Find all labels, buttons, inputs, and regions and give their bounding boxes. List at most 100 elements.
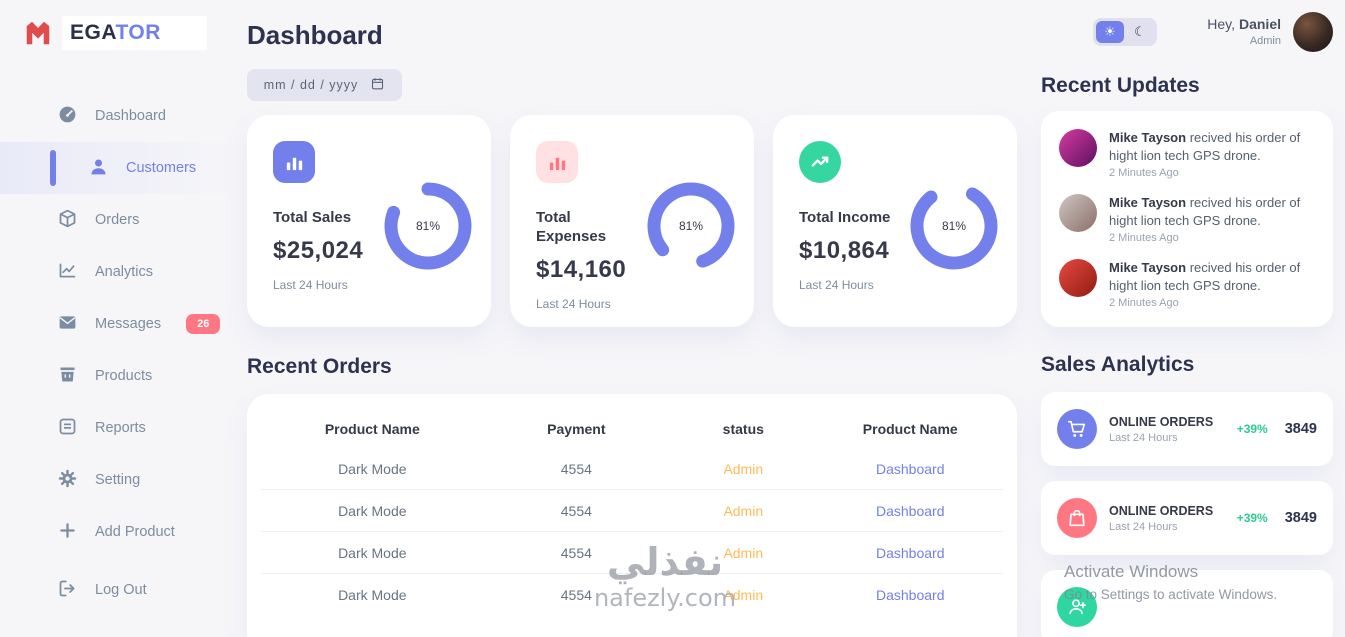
column-product-name: Product Name (324, 421, 420, 437)
recent-updates-title: Recent Updates (1041, 74, 1200, 97)
sales-value: 3849 (1284, 510, 1317, 527)
progress-percent: 81% (678, 219, 704, 233)
cell-dashboard-link[interactable]: Dashboard (817, 448, 1003, 490)
sidebar-item-label: Dashboard (95, 108, 166, 124)
sidebar-item-label: Customers (126, 160, 197, 176)
progress-ring: 81% (905, 177, 1003, 275)
user-name: Daniel (1238, 16, 1281, 33)
date-input[interactable]: mm / dd / yyyy (247, 69, 402, 101)
theme-toggle[interactable]: ☀ ☾ (1093, 18, 1157, 46)
logout-icon (57, 578, 78, 603)
analytics-icon (57, 260, 78, 285)
update-message: recived his order of hight lion tech GPS… (1109, 195, 1301, 228)
top-bar: ☀ ☾ Hey, Daniel Admin (1041, 12, 1333, 52)
logo-text-first: EGA (70, 21, 116, 44)
insight-value: $14,160 (536, 255, 627, 283)
sidebar-item-setting[interactable]: Setting (0, 454, 247, 506)
cell-payment: 4554 (483, 531, 670, 574)
insight-title: Total Income (799, 209, 891, 226)
update-time: 2 Minutes Ago (1109, 297, 1179, 310)
insight-value: $25,024 (273, 236, 364, 264)
cell-dashboard-link[interactable]: Dashboard (817, 489, 1003, 532)
recent-orders-card: Product Name Payment status Product Name… (247, 394, 1017, 637)
light-mode-icon[interactable]: ☀ (1096, 21, 1124, 43)
insight-period: Last 24 Hours (799, 277, 874, 292)
sales-analytics-item: ONLINE ORDERS Last 24 Hours +39% 3849 (1041, 481, 1333, 556)
update-user-name: Mike Tayson (1109, 195, 1187, 211)
sidebar-item-label: Products (95, 368, 153, 384)
customers-add-icon (1057, 587, 1097, 628)
profile[interactable]: Hey, Daniel Admin (1207, 12, 1333, 52)
table-row: Dark Mode 4554 Admin Dashboard (261, 574, 1003, 616)
user-avatar[interactable] (1293, 12, 1333, 52)
insight-title: Total Sales (273, 209, 352, 226)
user-role: Admin (1249, 35, 1281, 48)
cell-product: Dark Mode (261, 448, 484, 490)
recent-orders-table: Product Name Payment status Product Name… (261, 410, 1003, 615)
update-time: 2 Minutes Ago (1109, 232, 1179, 245)
sidebar-item-label: Orders (95, 212, 140, 228)
progress-percent: 81% (415, 219, 441, 233)
recent-orders-title: Recent Orders (247, 355, 392, 378)
sidebar-item-orders[interactable]: Orders (0, 194, 247, 246)
table-row: Dark Mode 4554 Admin Dashboard (261, 489, 1003, 532)
sales-text: ONLINE ORDERS Last 24 Hours (1109, 415, 1213, 444)
insight-period: Last 24 Hours (273, 277, 348, 292)
bar-chart-icon (273, 141, 315, 183)
sales-text: ONLINE ORDERS Last 24 Hours (1109, 504, 1213, 533)
logo[interactable]: EGATOR (22, 16, 247, 50)
sales-analytics-title: Sales Analytics (1041, 353, 1195, 377)
logo-text: EGATOR (62, 16, 207, 50)
trend-line-icon (799, 141, 841, 183)
messages-icon (57, 312, 78, 337)
orders-icon (57, 208, 78, 233)
update-text: Mike Tayson recived his order of hight l… (1109, 129, 1315, 164)
right-panel: ☀ ☾ Hey, Daniel Admin Recent Updates Mike… (1041, 0, 1333, 637)
insight-card-total-income: Total Income $10,864 Last 24 Hours 81% (773, 115, 1017, 327)
sidebar-item-analytics[interactable]: Analytics (0, 246, 247, 298)
sidebar-item-reports[interactable]: Reports (0, 402, 247, 454)
insight-period: Last 24 Hours (536, 296, 611, 311)
update-item: Mike Tayson recived his order of hight l… (1059, 129, 1315, 179)
sidebar-item-add-product[interactable]: Add Product (0, 506, 247, 558)
sales-period: Last 24 Hours (1109, 431, 1178, 444)
update-item: Mike Tayson recived his order of hight l… (1059, 194, 1315, 244)
cell-product: Dark Mode (261, 531, 484, 574)
update-text: Mike Tayson recived his order of hight l… (1109, 194, 1315, 229)
sidebar-item-dashboard[interactable]: Dashboard (0, 90, 247, 142)
cell-status: Admin (669, 489, 818, 532)
cell-status: Admin (669, 531, 818, 574)
sales-metrics: +39% 3849 (1237, 510, 1317, 526)
sidebar-item-messages[interactable]: Messages 26 (0, 298, 247, 350)
update-user-name: Mike Tayson (1109, 130, 1187, 145)
update-avatar (1059, 194, 1097, 233)
reports-icon (57, 416, 78, 441)
dark-mode-icon[interactable]: ☾ (1134, 24, 1146, 40)
update-avatar (1059, 129, 1097, 167)
update-text: Mike Tayson recived his order of hight l… (1109, 259, 1315, 294)
cell-product: Dark Mode (338, 586, 407, 603)
sidebar-item-customers[interactable]: Customers (0, 142, 247, 194)
column-payment: Payment (547, 421, 606, 437)
main-content: Dashboard mm / dd / yyyy Total Sales $25… (247, 0, 1017, 637)
logo-text-second: TOR (115, 21, 161, 44)
sidebar-item-logout[interactable]: Log Out (0, 564, 247, 616)
messages-count-badge: 26 (186, 314, 221, 334)
cell-dashboard-link[interactable]: Dashboard (875, 586, 945, 603)
shopping-bag-icon (1057, 498, 1097, 539)
sales-change: +39% (1236, 511, 1268, 526)
sidebar-item-label: Analytics (95, 264, 154, 280)
sidebar-item-label: Setting (95, 472, 141, 488)
profile-text: Hey, Daniel Admin (1207, 15, 1281, 49)
logo-icon (22, 17, 54, 49)
cell-dashboard-link[interactable]: Dashboard (817, 531, 1003, 574)
sidebar-item-label: Add Product (95, 524, 175, 540)
update-time: 2 Minutes Ago (1109, 167, 1179, 180)
sales-change: +39% (1236, 422, 1268, 437)
table-row: Dark Mode 4554 Admin Dashboard (261, 531, 1003, 574)
table-row: Dark Mode 4554 Admin Dashboard (261, 448, 1003, 490)
sidebar-item-label: Reports (95, 420, 146, 436)
table-header-row: Product Name Payment status Product Name (261, 410, 1003, 448)
recent-updates-card: Mike Tayson recived his order of hight l… (1041, 111, 1333, 328)
sidebar-item-products[interactable]: Products (0, 350, 247, 402)
